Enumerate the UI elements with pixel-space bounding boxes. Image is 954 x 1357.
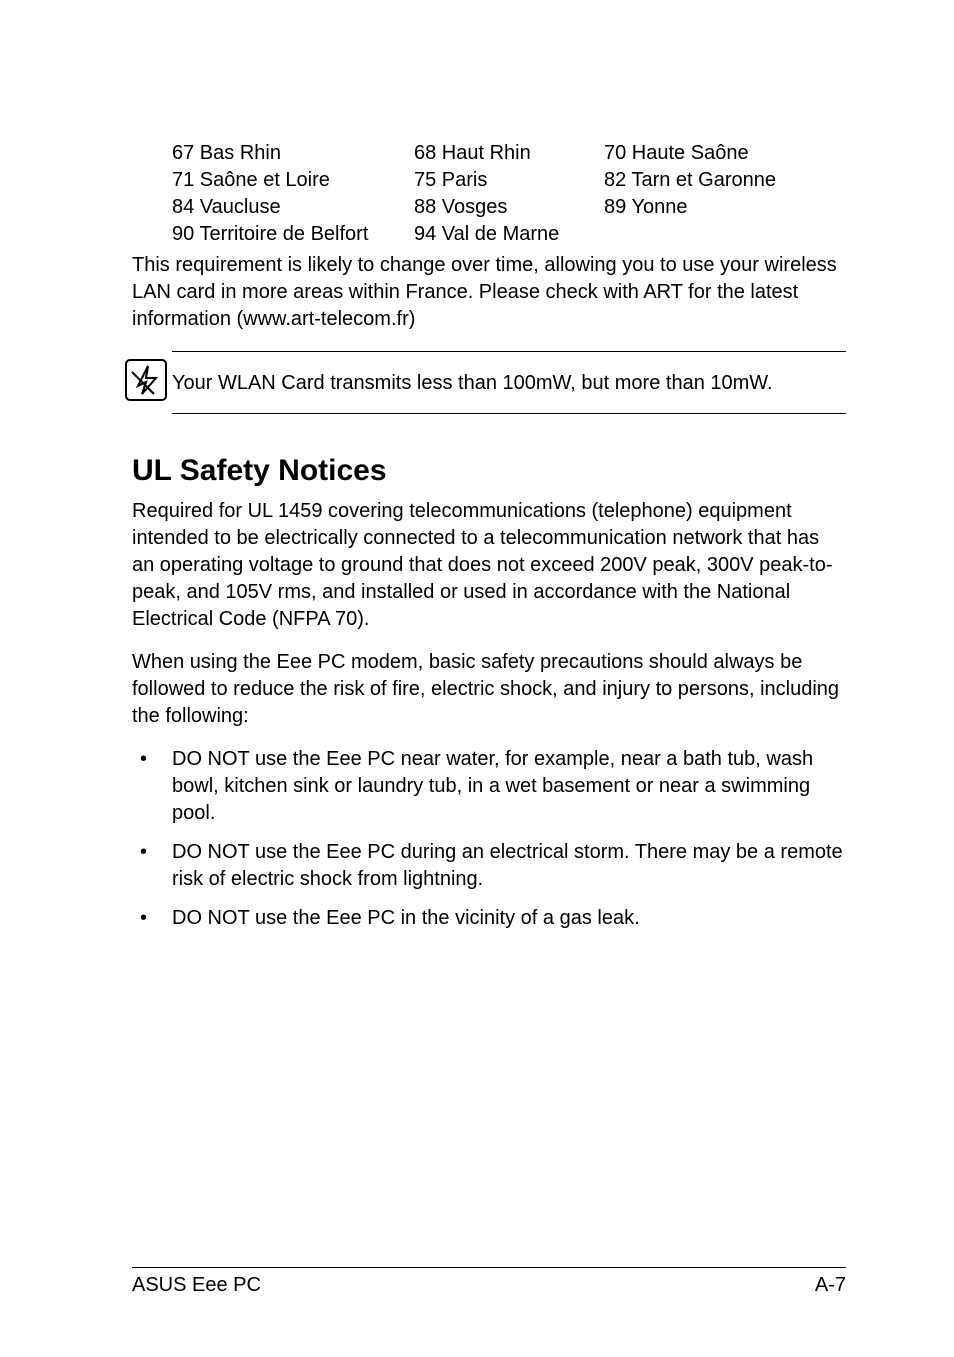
cell: 88 Vosges	[414, 194, 604, 221]
cell: 71 Saône et Loire	[172, 167, 414, 194]
cell: 89 Yonne	[604, 194, 846, 221]
cell: 70 Haute Saône	[604, 140, 846, 167]
cell: 84 Vaucluse	[172, 194, 414, 221]
footer-right: A-7	[815, 1274, 846, 1297]
cell: 82 Tarn et Garonne	[604, 167, 846, 194]
cell: 75 Paris	[414, 167, 604, 194]
bullet-list: DO NOT use the Eee PC near water, for ex…	[132, 746, 846, 932]
table-row: 90 Territoire de Belfort 94 Val de Marne	[172, 221, 846, 248]
note-text: Your WLAN Card transmits less than 100mW…	[172, 370, 773, 396]
cell	[604, 221, 846, 248]
footer-left: ASUS Eee PC	[132, 1274, 261, 1297]
table-row: 84 Vaucluse 88 Vosges 89 Yonne	[172, 194, 846, 221]
cell: 68 Haut Rhin	[414, 140, 604, 167]
cell: 67 Bas Rhin	[172, 140, 414, 167]
cell: 90 Territoire de Belfort	[172, 221, 414, 248]
table-row: 71 Saône et Loire 75 Paris 82 Tarn et Ga…	[172, 167, 846, 194]
list-item: DO NOT use the Eee PC in the vicinity of…	[132, 905, 846, 932]
section-heading: UL Safety Notices	[132, 454, 846, 488]
note-icon	[124, 358, 172, 407]
intro-paragraph: This requirement is likely to change ove…	[132, 252, 846, 333]
list-item: DO NOT use the Eee PC during an electric…	[132, 839, 846, 893]
list-item: DO NOT use the Eee PC near water, for ex…	[132, 746, 846, 827]
body-paragraph: When using the Eee PC modem, basic safet…	[132, 649, 846, 730]
department-table: 67 Bas Rhin 68 Haut Rhin 70 Haute Saône …	[172, 140, 846, 248]
table-row: 67 Bas Rhin 68 Haut Rhin 70 Haute Saône	[172, 140, 846, 167]
note-callout: Your WLAN Card transmits less than 100mW…	[172, 351, 846, 414]
body-paragraph: Required for UL 1459 covering telecommun…	[132, 498, 846, 633]
page-footer: ASUS Eee PC A-7	[132, 1267, 846, 1297]
cell: 94 Val de Marne	[414, 221, 604, 248]
